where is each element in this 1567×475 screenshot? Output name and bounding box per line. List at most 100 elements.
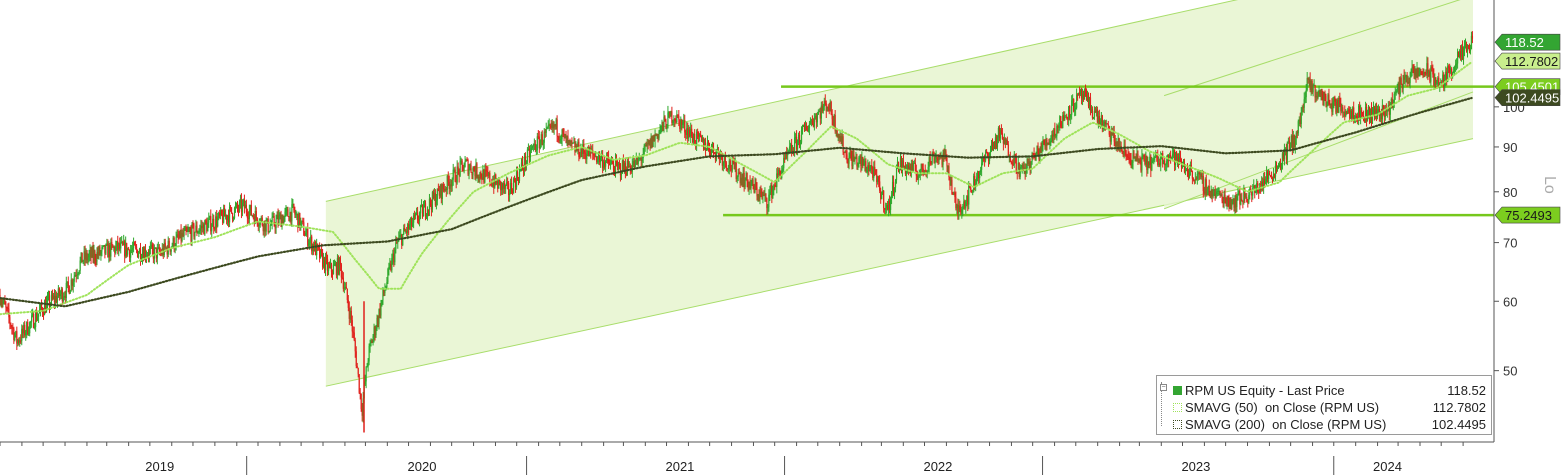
- candle-body: [1060, 116, 1062, 128]
- candle-body: [921, 163, 923, 169]
- candle-body: [418, 213, 421, 221]
- candle-body: [213, 218, 215, 229]
- candle-body: [707, 142, 710, 147]
- candle-body: [972, 191, 974, 193]
- candle-body: [614, 159, 617, 175]
- candle-body: [1291, 135, 1293, 149]
- candle-body: [173, 237, 175, 250]
- candle-body: [1357, 119, 1359, 121]
- candle-body: [562, 129, 564, 134]
- candle-body: [240, 199, 243, 212]
- value-tag-label: 75.2493: [1505, 208, 1552, 223]
- year-label: 2019: [145, 459, 174, 474]
- candle-body: [656, 134, 658, 136]
- candle-body: [542, 142, 544, 145]
- candle-body: [805, 126, 808, 131]
- candle-body: [550, 125, 552, 128]
- candle-body: [529, 150, 531, 158]
- candle-body: [1212, 190, 1214, 197]
- candle-body: [679, 119, 681, 130]
- candle-body: [50, 294, 53, 304]
- candle-body: [1077, 92, 1080, 96]
- candle-body: [126, 242, 128, 255]
- candle-body: [1073, 98, 1075, 112]
- candle-body: [1225, 199, 1227, 205]
- candle-body: [887, 205, 889, 210]
- candle-body: [1239, 190, 1241, 205]
- candle-body: [1099, 121, 1101, 125]
- candle-body: [269, 225, 271, 231]
- candle-body: [446, 175, 448, 191]
- candle-body: [552, 122, 554, 129]
- candle-body: [1466, 45, 1469, 51]
- candle-body: [980, 169, 982, 173]
- candle-body: [368, 346, 370, 362]
- collapse-icon[interactable]: −: [1160, 384, 1167, 391]
- candle-body: [667, 112, 669, 129]
- candle-body: [220, 210, 222, 216]
- candle-body: [396, 242, 398, 244]
- candle-body: [1067, 117, 1069, 120]
- candle-body: [1359, 105, 1361, 118]
- candle-body: [1062, 115, 1064, 129]
- candle-body: [1135, 156, 1137, 158]
- candle-body: [789, 146, 791, 152]
- candle-body: [1301, 107, 1303, 112]
- candle-body: [1006, 139, 1008, 145]
- candle-body: [1318, 90, 1320, 97]
- candle-body: [1344, 111, 1346, 117]
- candle-body: [343, 287, 345, 289]
- legend-value: 118.52: [1447, 383, 1486, 398]
- candle-body: [406, 230, 408, 233]
- candle-body: [994, 137, 997, 146]
- candle-body: [1094, 111, 1097, 113]
- candle-body: [176, 234, 178, 237]
- candle-body: [1020, 166, 1022, 169]
- candle-body: [1211, 189, 1213, 197]
- candle-body: [1118, 138, 1120, 151]
- candle-body: [1377, 109, 1380, 111]
- candle-body: [1442, 74, 1444, 83]
- candle-body: [432, 192, 435, 199]
- candle-body: [910, 163, 912, 173]
- candle-body: [1064, 116, 1066, 120]
- candle-body: [588, 146, 590, 157]
- candle-body: [675, 121, 677, 123]
- candle-body: [1169, 155, 1171, 161]
- candle-body: [198, 231, 200, 233]
- candle-body: [859, 156, 861, 158]
- candle-body: [338, 257, 341, 274]
- candle-body: [1036, 145, 1038, 154]
- candle-body: [557, 135, 559, 137]
- candle-body: [472, 167, 474, 176]
- candle-body: [456, 166, 458, 183]
- candle-body: [911, 163, 913, 171]
- candle-body: [1215, 193, 1217, 199]
- candle-body: [10, 323, 12, 327]
- candle-body: [760, 191, 762, 193]
- candle-body: [458, 169, 460, 176]
- candle-body: [130, 250, 132, 258]
- candle-body: [1338, 97, 1340, 113]
- candle-body: [1105, 123, 1107, 125]
- candle-body: [691, 128, 693, 137]
- candle-body: [519, 168, 522, 170]
- candle-body: [645, 144, 647, 147]
- candle-body: [45, 301, 48, 313]
- candle-body: [1469, 49, 1472, 51]
- candle-body: [1002, 139, 1004, 144]
- candle-body: [857, 162, 859, 167]
- candle-body: [1324, 93, 1326, 97]
- candle-body: [1226, 198, 1228, 205]
- candle-body: [124, 241, 126, 257]
- candle-body: [186, 231, 188, 233]
- candle-body: [95, 260, 97, 262]
- candle-body: [1448, 66, 1450, 68]
- candle-body: [441, 184, 443, 199]
- candle-body: [281, 217, 283, 228]
- candle-body: [593, 153, 595, 156]
- candle-body: [455, 181, 457, 183]
- candle-body: [1007, 144, 1009, 157]
- candle-body: [1076, 94, 1078, 108]
- candle-body: [1130, 159, 1132, 166]
